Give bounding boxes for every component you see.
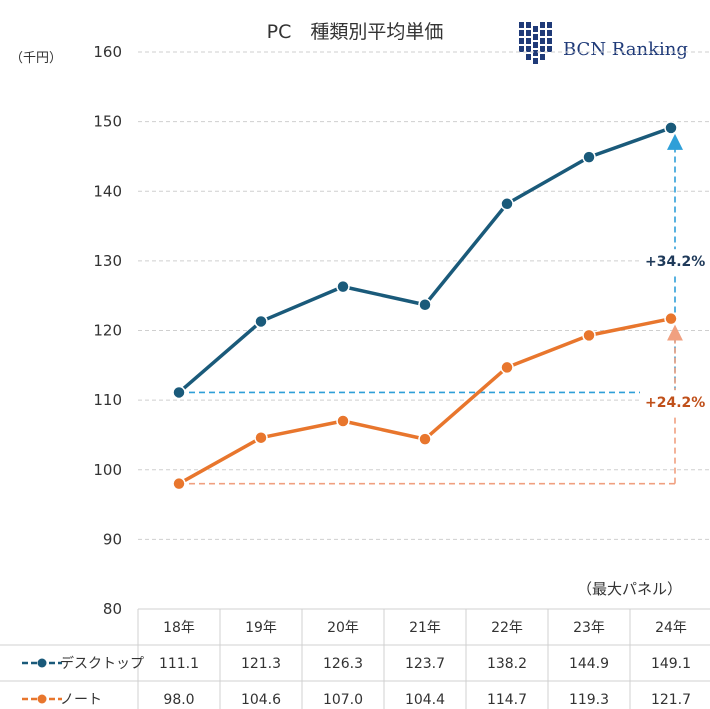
bcn-logo-text: BCN Ranking <box>563 39 688 60</box>
growth-percent-label: +24.2% <box>645 395 705 411</box>
x-category-label: 23年 <box>573 620 605 636</box>
data-point <box>172 476 186 491</box>
table-cell: 121.7 <box>651 692 691 708</box>
x-category-label: 19年 <box>245 620 277 636</box>
series-line <box>178 316 672 486</box>
logo-square <box>547 30 552 36</box>
legend-marker <box>37 694 47 704</box>
data-point <box>418 297 432 312</box>
x-category-label: 22年 <box>491 620 523 636</box>
logo-square <box>519 22 524 28</box>
logo-square <box>519 46 524 52</box>
x-category-label: 18年 <box>163 620 195 636</box>
data-point <box>582 150 596 164</box>
x-category-label: 20年 <box>327 620 359 636</box>
legend-marker <box>37 658 47 668</box>
logo-square <box>540 46 545 52</box>
bcn-logo-mark <box>519 22 552 64</box>
y-tick-label: 110 <box>93 391 122 409</box>
data-point <box>254 430 268 445</box>
table-cell: 149.1 <box>651 656 691 672</box>
data-point <box>418 432 432 446</box>
growth-label-backdrop <box>640 390 710 415</box>
logo-square <box>547 38 552 44</box>
table-cell: 123.7 <box>405 656 445 672</box>
series-lines <box>172 121 678 491</box>
growth-label-backdrop <box>640 249 710 274</box>
y-tick-label: 120 <box>93 322 122 340</box>
series-group <box>172 121 678 400</box>
logo-square <box>533 34 538 40</box>
data-point <box>500 360 514 375</box>
logo-square <box>533 42 538 48</box>
y-tick-label: 150 <box>93 113 122 131</box>
logo-square <box>540 54 545 60</box>
data-point <box>664 121 678 135</box>
panel-note: （最大パネル） <box>577 580 682 598</box>
legend-entry: デスクトップ <box>22 655 144 672</box>
table-cell: 138.2 <box>487 656 527 672</box>
logo-square <box>519 38 524 44</box>
table-cell: 114.7 <box>487 692 527 708</box>
y-tick-label: 130 <box>93 252 122 270</box>
table-cell: 104.4 <box>405 692 445 708</box>
bcn-logo: BCN Ranking <box>519 22 688 64</box>
logo-square <box>519 30 524 36</box>
chart-title: PC 種類別平均単価 <box>267 21 444 43</box>
growth-percent-label: +34.2% <box>645 254 705 270</box>
data-point <box>664 311 678 326</box>
growth-annotation: +34.2% <box>179 133 710 394</box>
logo-square <box>526 46 531 52</box>
table-cell: 121.3 <box>241 656 281 672</box>
table-cell: 98.0 <box>163 692 194 708</box>
series-line <box>177 126 672 394</box>
y-tick-label: 100 <box>93 461 122 479</box>
data-point <box>500 197 514 211</box>
table-cell: 107.0 <box>323 692 363 708</box>
y-tick-label: 80 <box>103 600 122 618</box>
data-point <box>582 328 596 343</box>
logo-square <box>547 46 552 52</box>
logo-square <box>547 22 552 28</box>
data-point <box>172 385 186 400</box>
logo-square <box>533 26 538 32</box>
x-category-label: 24年 <box>655 620 687 636</box>
series-group <box>172 311 678 491</box>
table-cell: 126.3 <box>323 656 363 672</box>
table-cell: 119.3 <box>569 692 609 708</box>
data-point <box>336 279 350 294</box>
legend-label: ノート <box>60 692 102 708</box>
legend-entry: ノート <box>22 692 102 708</box>
logo-square <box>526 38 531 44</box>
y-axis-ticks: 80 90 100 110 120 130 140 150 160 <box>93 43 122 618</box>
logo-square <box>540 22 545 28</box>
logo-square <box>533 58 538 64</box>
growth-annotation: +24.2% <box>179 324 710 485</box>
table-cell: 104.6 <box>241 692 281 708</box>
legend-label: デスクトップ <box>60 655 144 672</box>
x-category-label: 21年 <box>409 620 441 636</box>
growth-annotations: +34.2% +24.2% <box>179 133 710 485</box>
logo-square <box>526 22 531 28</box>
y-tick-label: 160 <box>93 43 122 61</box>
y-tick-label: 140 <box>93 182 122 200</box>
y-tick-label: 90 <box>103 530 122 548</box>
logo-square <box>533 50 538 56</box>
logo-square <box>540 38 545 44</box>
y-unit-label: （千円） <box>10 51 62 66</box>
logo-square <box>526 54 531 60</box>
logo-square <box>526 30 531 36</box>
data-point <box>336 414 350 428</box>
gridlines <box>138 51 710 540</box>
table-cell: 111.1 <box>159 656 199 672</box>
table-cell: 144.9 <box>569 656 609 672</box>
logo-square <box>540 30 545 36</box>
data-point <box>254 314 268 329</box>
